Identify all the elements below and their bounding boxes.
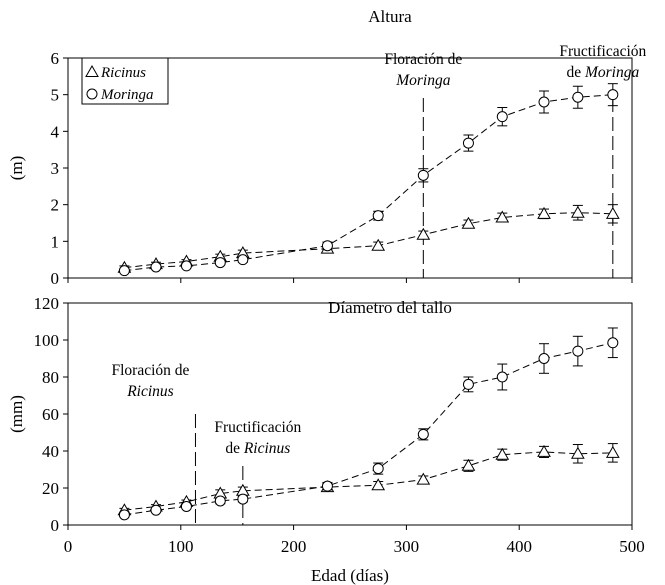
data-point-ricinus — [371, 238, 386, 251]
x-tick-label: 400 — [506, 537, 532, 556]
data-point-moringa — [607, 337, 619, 349]
data-point-ricinus — [416, 227, 431, 240]
x-tick-label: 100 — [168, 537, 194, 556]
chart-title: Altura — [368, 7, 412, 26]
data-point-moringa — [214, 257, 226, 269]
height-panel: 0 1 2 3 4 5 6 Altura (m) Floración de Moringa Fruct… — [7, 7, 647, 288]
series-line-ricinus — [124, 451, 613, 511]
diameter-panel: 0 20 40 60 80 100 120 0 100 200 300 400 500 Díametro … — [7, 294, 645, 585]
x-tick-label: 0 — [64, 537, 73, 556]
data-point-moringa — [462, 378, 474, 390]
data-point-moringa — [180, 501, 192, 512]
x-tick-label: 500 — [619, 537, 645, 556]
data-point-moringa — [150, 504, 162, 516]
event-annotation: Floración de — [112, 362, 190, 379]
y-axis-label: (mm) — [7, 395, 26, 433]
event-annotation: Moringa — [395, 72, 451, 89]
y-tick-label: 5 — [51, 86, 60, 105]
series-line-moringa — [124, 94, 613, 272]
data-point-ricinus — [537, 206, 551, 219]
event-annotation-part: Moringa — [395, 72, 451, 89]
data-point-moringa — [150, 261, 162, 273]
data-point-ricinus — [537, 444, 551, 457]
event-annotation: Fructificación — [559, 43, 646, 60]
event-annotation-part: Ricinus — [126, 383, 174, 400]
event-annotation: Fructificación — [214, 419, 301, 436]
y-tick-label: 6 — [51, 49, 60, 68]
data-point-moringa — [237, 493, 249, 505]
y-tick-label: 4 — [51, 122, 60, 141]
data-point-ricinus — [416, 472, 431, 485]
data-point-moringa — [496, 371, 508, 383]
legend-label: Moringa — [100, 87, 154, 103]
y-tick-label: 0 — [51, 516, 60, 535]
y-tick-label: 20 — [42, 479, 59, 498]
data-point-ricinus — [461, 216, 476, 229]
event-annotation-part: Floración de — [112, 362, 190, 379]
x-axis-label: Edad (días) — [311, 566, 389, 585]
data-point-ricinus — [605, 445, 620, 458]
event-annotation-part: Floración de — [384, 51, 462, 68]
y-tick-label: 80 — [42, 368, 59, 387]
event-annotation: de Ricinus — [225, 440, 290, 457]
data-point-moringa — [118, 265, 130, 277]
series-line-ricinus — [124, 212, 613, 269]
y-tick-label: 120 — [34, 294, 60, 313]
x-tick-label: 200 — [281, 537, 307, 556]
x-tick-label: 300 — [394, 537, 420, 556]
event-annotation: Ricinus — [126, 383, 174, 400]
event-annotation-part: Ricinus — [243, 440, 291, 457]
series-line-moringa — [124, 342, 613, 516]
data-point-ricinus — [495, 447, 510, 460]
event-annotation-part: Fructificación — [559, 43, 646, 60]
data-point-moringa — [572, 345, 584, 357]
data-point-moringa — [496, 111, 508, 123]
data-point-moringa — [321, 480, 333, 492]
data-point-moringa — [538, 96, 550, 108]
event-annotation-part: Fructificación — [214, 419, 301, 436]
data-point-moringa — [462, 137, 474, 149]
data-point-moringa — [572, 91, 584, 103]
data-point-ricinus — [495, 210, 510, 223]
data-point-ricinus — [371, 478, 386, 491]
legend-ricinus-icon — [85, 64, 99, 77]
data-point-moringa — [237, 254, 249, 266]
event-annotation-part: de — [566, 64, 585, 81]
data-point-ricinus — [461, 458, 476, 471]
y-tick-label: 0 — [51, 269, 60, 288]
data-point-moringa — [321, 240, 333, 252]
y-tick-label: 3 — [51, 159, 60, 178]
legend: Ricinus Moringa — [81, 57, 169, 105]
y-tick-label: 1 — [51, 232, 60, 251]
data-point-moringa — [417, 169, 429, 181]
data-point-moringa — [417, 428, 429, 440]
y-tick-label: 40 — [42, 442, 59, 461]
y-tick-label: 100 — [34, 331, 60, 350]
data-point-ricinus — [605, 206, 620, 219]
legend-moringa-icon — [86, 88, 98, 100]
chart-title: Díametro del tallo — [328, 298, 452, 317]
data-point-ricinus — [570, 205, 585, 218]
data-point-ricinus — [570, 446, 585, 459]
event-annotation: Floración de — [384, 51, 462, 68]
y-tick-label: 60 — [42, 405, 59, 424]
y-tick-label: 2 — [51, 196, 60, 215]
data-point-moringa — [538, 353, 550, 364]
data-point-moringa — [118, 509, 130, 521]
data-point-moringa — [214, 495, 226, 507]
data-point-moringa — [372, 210, 384, 222]
data-point-moringa — [607, 89, 619, 101]
data-point-moringa — [180, 260, 192, 272]
plot-frame — [67, 302, 633, 526]
data-point-moringa — [372, 463, 384, 475]
legend-label: Ricinus — [100, 65, 146, 81]
event-annotation-part: de — [225, 440, 244, 457]
y-axis-label: (m) — [7, 156, 26, 181]
event-annotation-part: Moringa — [584, 64, 640, 81]
event-annotation: de Moringa — [566, 64, 639, 81]
